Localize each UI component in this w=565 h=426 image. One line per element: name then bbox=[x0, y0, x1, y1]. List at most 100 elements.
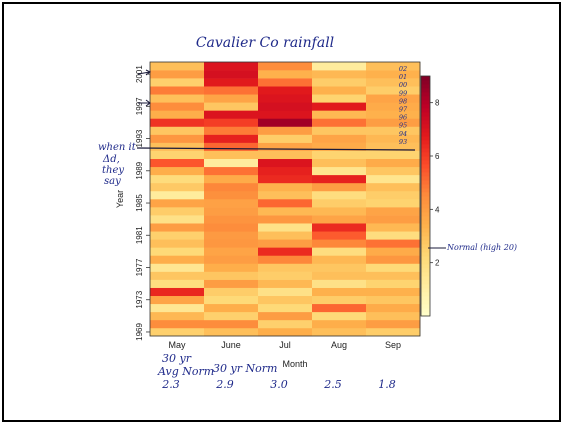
colorbar-tick-label-4: 4 bbox=[435, 205, 440, 214]
colorbar-step bbox=[421, 272, 430, 277]
cell-may-1973 bbox=[150, 295, 205, 305]
cell-jul-1989 bbox=[258, 166, 313, 176]
cell-aug-1975 bbox=[312, 279, 367, 288]
x-tick-label-june: June bbox=[221, 340, 241, 350]
cell-june-1976 bbox=[204, 271, 259, 280]
colorbar-step bbox=[421, 80, 430, 85]
cell-aug-1988 bbox=[312, 174, 367, 184]
cell-may-1972 bbox=[150, 303, 205, 313]
avg-heading-line2: Avg Norm bbox=[157, 365, 214, 378]
heatmap-cells bbox=[150, 62, 421, 337]
colorbar-step bbox=[421, 232, 430, 237]
colorbar-step bbox=[421, 248, 430, 253]
cell-june-1986 bbox=[204, 190, 259, 200]
cell-june-1973 bbox=[204, 295, 259, 305]
cell-june-1988 bbox=[204, 174, 259, 184]
chart-title: Cavalier Co rainfall bbox=[196, 35, 334, 51]
cell-may-1982 bbox=[150, 223, 205, 232]
colorbar-step bbox=[421, 156, 430, 161]
cell-sep-1983 bbox=[366, 215, 421, 224]
cell-sep-1998 bbox=[366, 94, 421, 103]
colorbar-step bbox=[421, 288, 430, 293]
colorbar-step bbox=[421, 244, 430, 249]
cell-sep-1997 bbox=[366, 102, 421, 111]
cell-may-1991 bbox=[150, 150, 205, 160]
colorbar-step bbox=[421, 176, 430, 181]
cell-june-1990 bbox=[204, 158, 259, 168]
colorbar-step bbox=[421, 184, 430, 189]
cell-sep-1972 bbox=[366, 303, 421, 313]
colorbar-step bbox=[421, 224, 430, 229]
colorbar-step bbox=[421, 212, 430, 217]
cell-jul-1995 bbox=[258, 118, 313, 127]
cell-june-2001 bbox=[204, 70, 259, 79]
cell-aug-1997 bbox=[312, 102, 367, 111]
cell-may-1981 bbox=[150, 231, 205, 240]
cell-aug-1980 bbox=[312, 239, 367, 248]
colorbar-step bbox=[421, 284, 430, 289]
cell-june-1971 bbox=[204, 311, 259, 321]
colorbar-step bbox=[421, 152, 430, 157]
monthly-averages: 2.3 2.9 3.0 2.5 1.8 bbox=[161, 378, 396, 391]
cell-sep-2000 bbox=[366, 78, 421, 87]
colorbar-step bbox=[421, 108, 430, 113]
cell-sep-1995 bbox=[366, 118, 421, 127]
cell-jul-2001 bbox=[258, 70, 313, 79]
cell-jul-1971 bbox=[258, 311, 313, 321]
colorbar-step bbox=[421, 144, 430, 149]
cell-aug-1994 bbox=[312, 126, 367, 135]
row-label-96: 96 bbox=[399, 114, 407, 122]
colorbar-step bbox=[421, 220, 430, 225]
cell-sep-1988 bbox=[366, 174, 421, 184]
cell-sep-1977 bbox=[366, 263, 421, 272]
colorbar-step bbox=[421, 216, 430, 221]
colorbar-step bbox=[421, 76, 430, 81]
colorbar-step bbox=[421, 172, 430, 177]
cell-jul-1976 bbox=[258, 271, 313, 280]
colorbar-step bbox=[421, 120, 430, 125]
colorbar-step bbox=[421, 228, 430, 233]
cell-aug-1998 bbox=[312, 94, 367, 103]
x-tick-label-sep: Sep bbox=[385, 340, 401, 350]
cell-june-1984 bbox=[204, 207, 259, 216]
colorbar-step bbox=[421, 112, 430, 117]
cell-june-1996 bbox=[204, 110, 259, 119]
cell-aug-1983 bbox=[312, 215, 367, 224]
cell-aug-1991 bbox=[312, 150, 367, 160]
cell-jul-2000 bbox=[258, 78, 313, 87]
cell-sep-1987 bbox=[366, 182, 421, 192]
colorbar-step bbox=[421, 304, 430, 309]
cell-may-1974 bbox=[150, 287, 205, 297]
cell-jul-1993 bbox=[258, 134, 313, 143]
cell-jul-1990 bbox=[258, 158, 313, 168]
colorbar-step bbox=[421, 292, 430, 297]
colorbar-step bbox=[421, 196, 430, 201]
cell-june-1972 bbox=[204, 303, 259, 313]
cell-june-1975 bbox=[204, 279, 259, 288]
cell-june-1974 bbox=[204, 287, 259, 297]
cell-aug-1974 bbox=[312, 287, 367, 297]
cell-may-1984 bbox=[150, 207, 205, 216]
colorbar-step bbox=[421, 256, 430, 261]
x-tick-label-may: May bbox=[168, 340, 186, 350]
y-tick-label-1997: 1997 bbox=[135, 97, 144, 115]
cell-june-1995 bbox=[204, 118, 259, 127]
cell-sep-1980 bbox=[366, 239, 421, 248]
cell-jul-1975 bbox=[258, 279, 313, 288]
cell-jul-1974 bbox=[258, 287, 313, 297]
cell-jul-1996 bbox=[258, 110, 313, 119]
y-tick-label-1981: 1981 bbox=[135, 226, 144, 244]
y-tick-label-1993: 1993 bbox=[135, 129, 144, 147]
cell-jul-1979 bbox=[258, 247, 313, 256]
cell-sep-1973 bbox=[366, 295, 421, 305]
cell-may-2001 bbox=[150, 70, 205, 79]
cell-june-1985 bbox=[204, 199, 259, 208]
cell-may-1996 bbox=[150, 110, 205, 119]
row-label-98: 98 bbox=[399, 97, 407, 105]
cell-sep-1985 bbox=[366, 199, 421, 208]
cell-aug-1996 bbox=[312, 110, 367, 119]
x-axis-label: Month bbox=[282, 359, 307, 369]
cell-sep-2001 bbox=[366, 70, 421, 79]
avg-jul: 3.0 bbox=[270, 378, 288, 391]
